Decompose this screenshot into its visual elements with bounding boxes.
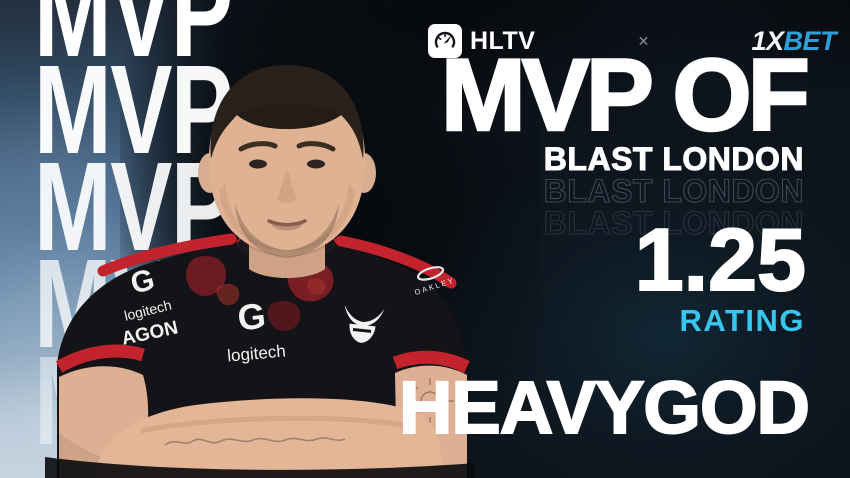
hltv-logo: HLTV — [428, 24, 535, 58]
onexbet-1x: 1X — [751, 25, 784, 56]
sponsor-bar: HLTV ✕ 1XBET — [428, 22, 836, 60]
player-name: HEAVYGOD — [398, 366, 811, 449]
event-name-echo: BLAST LONDON — [543, 173, 804, 209]
logitech-g-logo-chest: G — [236, 295, 268, 339]
hltv-wordmark: HLTV — [470, 26, 536, 55]
player-head — [198, 65, 376, 278]
rating-label: RATING — [679, 303, 805, 338]
watermark-text: MVP — [34, 39, 233, 180]
mvp-of-title: MVP OF — [440, 38, 812, 152]
event-name-echo: BLAST LONDON — [543, 205, 804, 241]
rating-value: 1.25 — [634, 210, 807, 309]
cross-separator-icon: ✕ — [637, 32, 650, 49]
event-name: BLAST LONDON — [543, 141, 804, 177]
onexbet-logo: 1XBET — [751, 26, 836, 57]
g2-team-logo — [344, 304, 385, 343]
onexbet-bet: BET — [783, 25, 837, 56]
hltv-gauge-icon — [428, 24, 462, 58]
